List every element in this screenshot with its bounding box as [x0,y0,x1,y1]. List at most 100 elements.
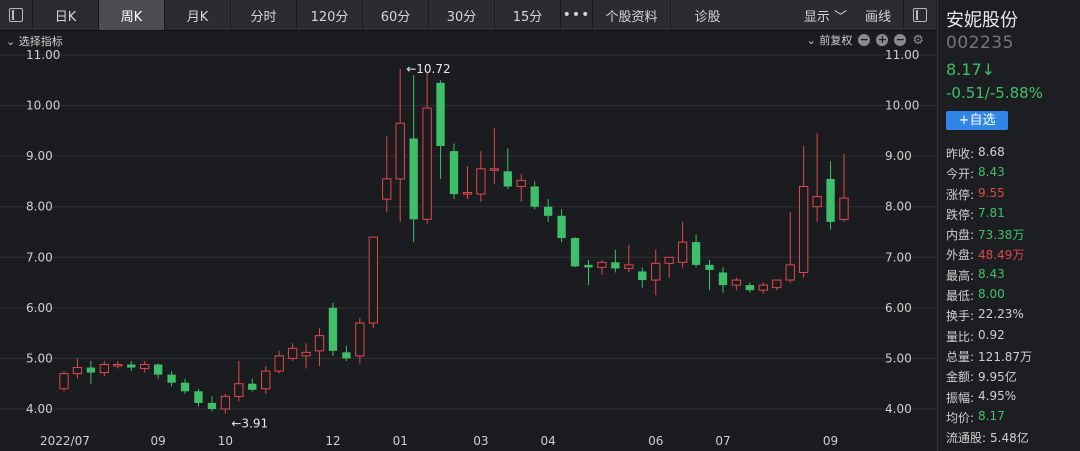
tab-1[interactable]: 周K [98,0,164,30]
stat-row: 内盘: 73.38万 [946,226,1032,246]
stock-code: 002235 [946,33,1014,53]
stat-row: 金额: 9.95亿 [946,368,1032,388]
stat-key: 涨停: [946,187,975,202]
select-indicator-dropdown[interactable]: ⌄ 选择指标 [6,33,63,49]
candle-body [530,186,539,207]
tab-8[interactable]: ••• [560,0,592,30]
candle-body [86,367,96,373]
y-tick-label-right: 7.00 [885,250,912,264]
tab-7[interactable]: 15分 [494,0,560,30]
panel-toggle-button[interactable] [903,0,936,30]
tab-3[interactable]: 分时 [230,0,296,30]
tab-0[interactable]: 日K [32,0,98,30]
candle-body [570,238,580,267]
stock-change: -0.51/-5.88% [946,84,1043,102]
candle-body [72,367,83,375]
period-toolbar: 日K 周K 月K 分时 120分 60分 30分 15分 ••• 个股资料 诊股 显示 ﹀ 画线 [0,0,936,31]
stat-row: 振幅: 4.95% [946,389,1032,409]
candle-body [557,215,566,239]
period-tabs: 日K 周K 月K 分时 120分 60分 30分 15分 ••• 个股资料 诊股 [32,0,744,30]
stat-key: 跌停: [946,207,975,222]
candle-body [826,178,835,222]
stat-value: 8.17 [978,408,1005,423]
stat-value: 22.23% [978,307,1024,322]
stat-value: 121.87万 [978,349,1033,364]
chevron-down-icon: ﹀ [833,9,847,25]
candle-body [180,382,190,392]
candle-body [677,241,688,263]
x-tick-label: 07 [715,434,730,448]
tab-2[interactable]: 月K [164,0,230,30]
candle-body [503,171,512,187]
price-annotation: ←3.91 [231,417,268,431]
x-tick-label: 04 [540,434,555,448]
candle-body [449,151,459,195]
y-tick-label-left: 7.00 [26,250,53,264]
tab-5[interactable]: 60分 [362,0,428,30]
collapse-icon[interactable]: − [894,33,907,46]
candle-body [651,262,661,281]
candle-body [476,168,486,195]
stat-row: 今开: 8.43 [946,165,1032,185]
stat-key: 最高: [946,268,975,283]
display-menu[interactable]: 显示 ﹀ [803,9,847,25]
x-tick-label: 06 [648,434,663,448]
gear-icon[interactable]: ⚙ [912,32,924,48]
candle-body [328,307,338,351]
x-tick-label: 12 [325,434,340,448]
stat-key: 外盘: [946,248,975,263]
candle-body [839,197,849,220]
tab-9[interactable]: 个股资料 [592,0,670,30]
tab-10[interactable]: 诊股 [670,0,744,30]
stat-value: 8.00 [978,287,1005,302]
candle-body [355,322,365,357]
y-tick-label-right: 11.00 [885,49,919,62]
candle-body [368,236,378,324]
x-tick-label: 01 [393,434,408,448]
candle-body [301,351,311,357]
stat-value: 7.81 [978,205,1005,220]
stat-key: 均价: [946,410,975,425]
add-watchlist-button[interactable]: +自选 [946,111,1008,130]
stat-value: 0.92 [978,327,1005,342]
tab-6[interactable]: 30分 [428,0,494,30]
stat-key: 振幅: [946,390,975,405]
stat-value: 8.43 [978,165,1005,180]
stat-row: 涨停: 9.55 [946,186,1032,206]
candle-body [153,364,163,375]
candle-body [314,335,325,352]
indicator-bar: ⌄ 选择指标 ⌄ 前复权 − + − ⚙ [0,31,936,49]
candle-body [140,363,150,370]
stat-row: 总量: 121.87万 [946,348,1032,368]
candle-body [167,374,176,383]
tab-4[interactable]: 120分 [296,0,362,30]
y-tick-label-left: 4.00 [26,402,53,416]
candle-body [462,192,473,195]
stat-value: 73.38万 [978,228,1025,243]
stat-row: 昨收: 8.68 [946,145,1032,165]
y-tick-label-left: 11.00 [26,49,60,62]
stat-value: 8.68 [978,145,1005,159]
candlestick-chart[interactable]: 11.00 11.00 10.00 10.00 9.00 9.00 8.00 8.00 7.00… [0,49,936,451]
stat-key: 量比: [946,329,975,344]
candle-body [798,185,809,273]
candle-body [785,264,795,281]
candle-body [705,264,714,270]
candle-body [664,256,674,264]
candle-body [745,285,755,291]
plus-icon[interactable]: + [876,33,889,46]
minus-icon[interactable]: − [858,33,871,46]
stat-value: 48.49万 [978,248,1025,263]
draw-line-button[interactable]: 画线 [864,9,891,25]
candle-body [261,370,271,390]
stat-value: 9.95亿 [978,370,1017,385]
candle-body [422,107,432,220]
stock-name: 安妮股份 [946,10,1018,31]
sidebar-toggle-button[interactable] [0,0,32,30]
chevron-down-icon: ⌄ [6,35,16,48]
stat-value: 8.43 [978,266,1005,281]
candle-body [59,373,69,390]
stat-row: 量比: 0.92 [946,328,1032,348]
candle-body [127,364,136,368]
adjust-dropdown[interactable]: ⌄ 前复权 [806,34,853,47]
